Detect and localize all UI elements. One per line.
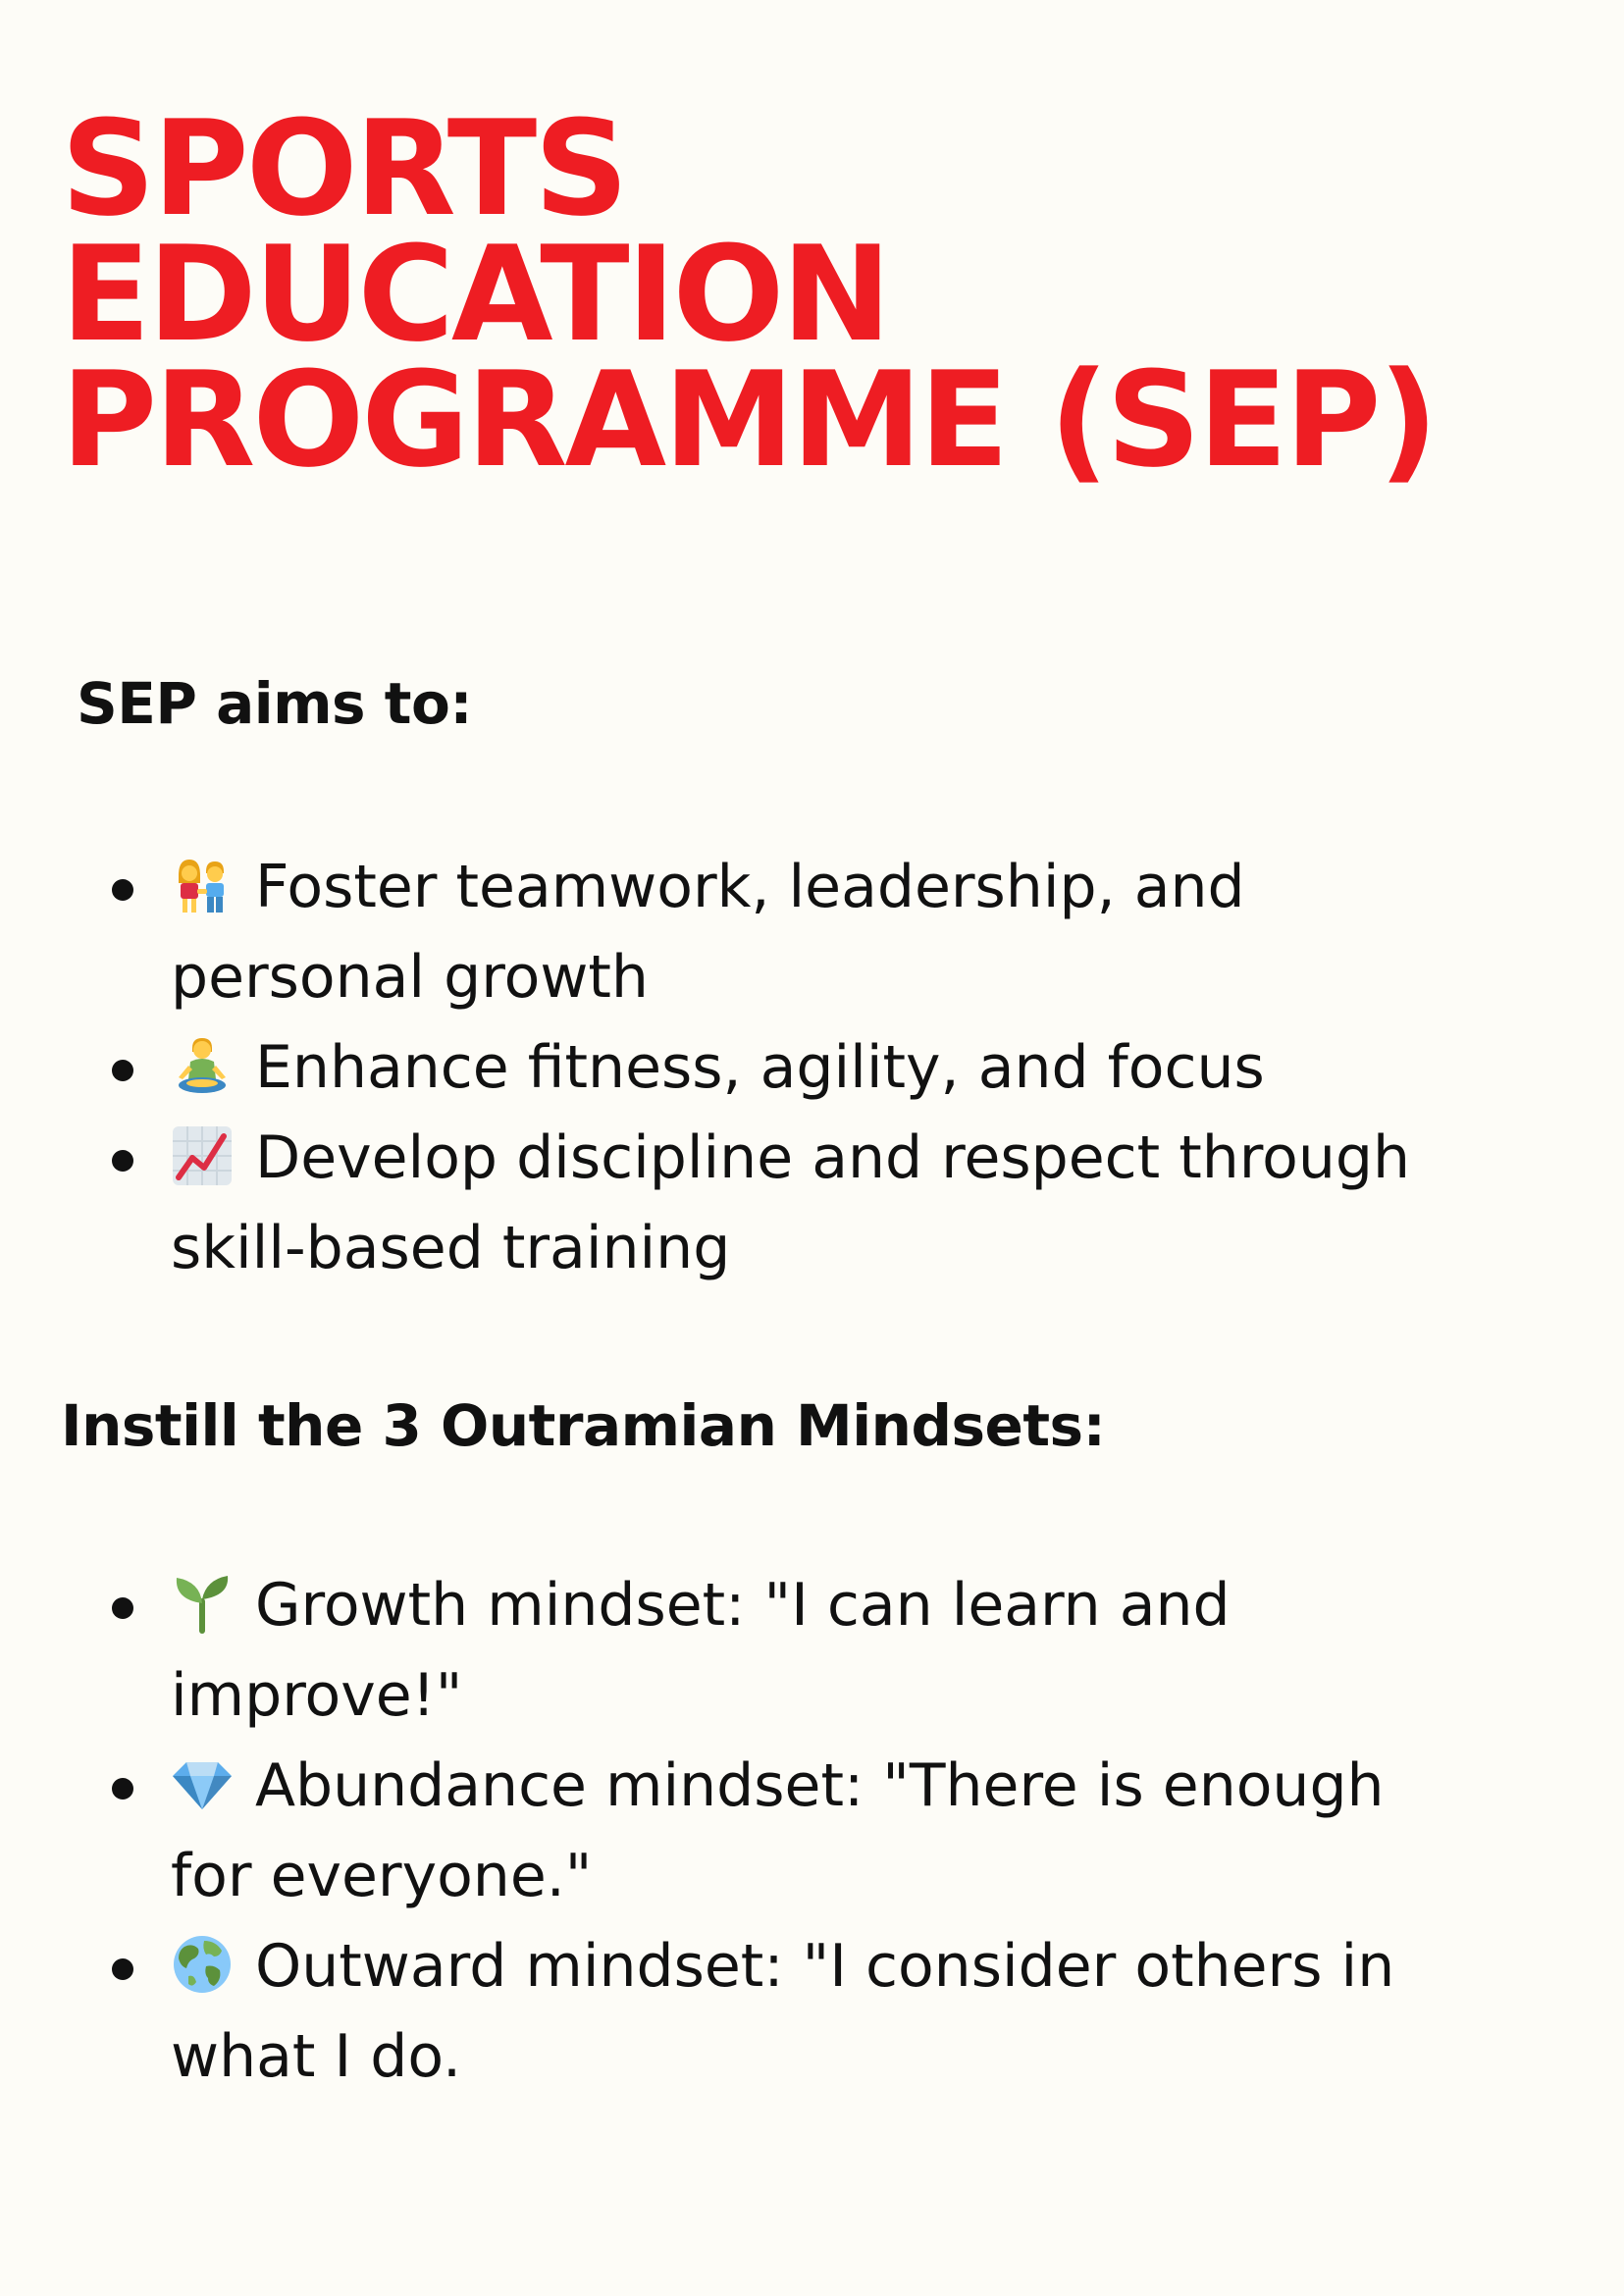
list-item-text: Abundance mindset: "There is enough	[255, 1751, 1385, 1820]
bullet-icon	[112, 879, 133, 901]
chart-increasing-icon	[171, 1124, 234, 1187]
mindsets-list: Growth mindset: "I can learn and improve…	[0, 1560, 1624, 2102]
seedling-icon	[171, 1572, 234, 1635]
list-item: Abundance mindset: "There is enough for …	[0, 1741, 1545, 1921]
globe-icon	[171, 1933, 234, 1996]
list-item-text-continued: what I do.	[171, 2022, 462, 2091]
aims-heading: SEP aims to:	[77, 670, 473, 737]
list-item-text-continued: personal growth	[171, 943, 649, 1012]
list-item-text: Outward mindset: "I consider others in	[255, 1932, 1395, 2001]
list-item-text-continued: skill-based training	[171, 1214, 731, 1282]
list-item-text: Enhance fitness, agility, and focus	[255, 1033, 1265, 1102]
list-item: Foster teamwork, leadership, and persona…	[0, 842, 1545, 1022]
list-item: Enhance fitness, agility, and focus	[0, 1022, 1545, 1113]
list-item-text-continued: improve!"	[171, 1661, 463, 1730]
page-title: SPORTS EDUCATION PROGRAMME (SEP)	[61, 92, 1439, 496]
meditation-icon	[171, 1034, 234, 1097]
couple-icon	[171, 854, 234, 916]
mindsets-heading: Instill the 3 Outramian Mindsets:	[61, 1392, 1106, 1459]
aims-list: Foster teamwork, leadership, and persona…	[0, 842, 1624, 1293]
title-line-2: EDUCATION	[61, 218, 892, 371]
bullet-icon	[112, 1060, 133, 1081]
bullet-icon	[112, 1597, 133, 1619]
list-item-text-continued: for everyone."	[171, 1842, 593, 1910]
list-item-text: Growth mindset: "I can learn and	[255, 1571, 1231, 1640]
title-line-3: PROGRAMME (SEP)	[61, 343, 1439, 496]
list-item: Outward mindset: "I consider others in w…	[0, 1921, 1545, 2102]
bullet-icon	[112, 1958, 133, 1980]
list-item-text: Develop discipline and respect through	[255, 1123, 1411, 1192]
bullet-icon	[112, 1778, 133, 1800]
bullet-icon	[112, 1150, 133, 1172]
title-line-1: SPORTS	[61, 92, 629, 245]
list-item: Develop discipline and respect through s…	[0, 1113, 1545, 1293]
gem-icon	[171, 1752, 234, 1815]
list-item: Growth mindset: "I can learn and improve…	[0, 1560, 1545, 1741]
list-item-text: Foster teamwork, leadership, and	[255, 853, 1245, 921]
